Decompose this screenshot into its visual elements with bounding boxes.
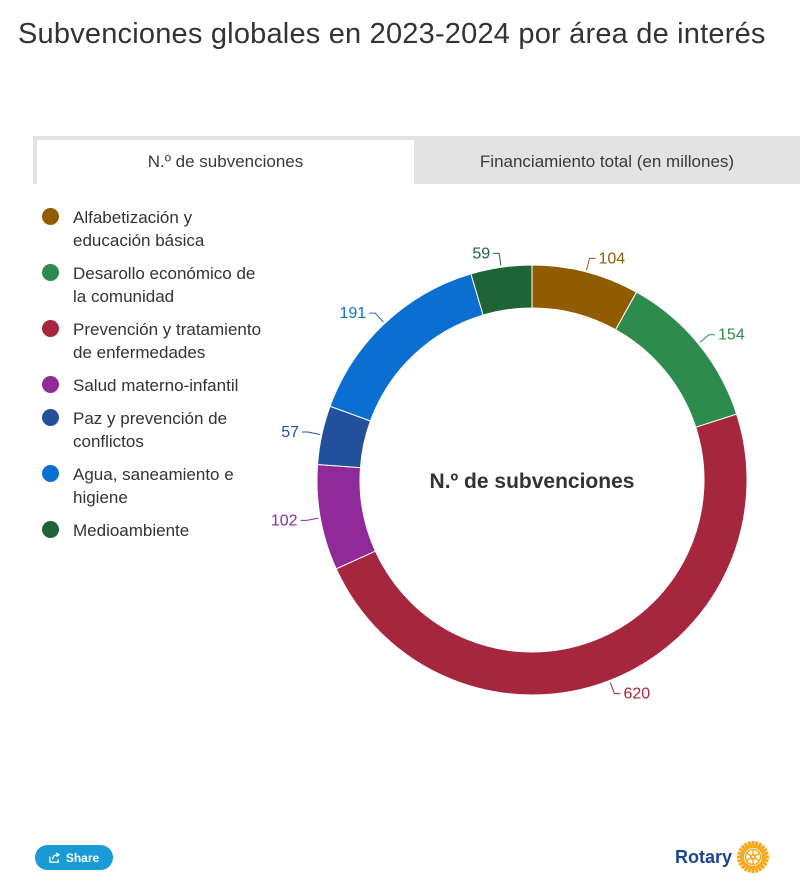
legend-label: Alfabetización y educación básica [73,208,205,250]
data-label: 191 [339,305,366,322]
tab-total-funding[interactable]: Financiamiento total (en millones) [479,152,735,171]
tab-grant-count[interactable]: N.º de subvenciones [37,140,414,184]
data-label: 57 [281,424,299,441]
legend-swatch [42,320,59,337]
brand-label: Rotary [674,846,732,867]
legend-swatch [42,208,59,225]
donut-slice[interactable] [470,264,533,316]
legend-item-salud[interactable]: Salud materno-infantil [42,374,272,397]
data-label-connector [369,312,384,323]
data-label: 102 [271,512,298,529]
data-label-connector [302,431,320,436]
legend-swatch [42,465,59,482]
donut-slice[interactable] [329,273,484,422]
legend-swatch [42,264,59,281]
donut-slice[interactable] [335,413,748,696]
page-title: Subvenciones globales en 2023-2024 por á… [18,18,766,50]
data-label-connector [493,252,502,266]
donut-slices [316,264,748,696]
data-label: 59 [472,245,490,262]
legend-label: Prevención y tratamiento de enfermedades [73,320,262,362]
chart-legend: Alfabetización y educación básica Desaro… [42,206,272,552]
donut-slice[interactable] [614,291,738,428]
donut-data-labels: 104 154 620 102 57 191 59 [271,245,745,702]
data-label: 104 [599,250,626,267]
tab-bar: N.º de subvenciones Financiamiento total… [33,136,800,184]
share-label: Share [65,850,100,865]
legend-item-medioambiente[interactable]: Medioambiente [42,519,272,542]
legend-swatch [42,376,59,393]
legend-label: Paz y prevención de conflictos [73,409,228,451]
legend-label: Salud materno-infantil [73,376,239,395]
data-label: 620 [624,686,651,703]
data-label: 154 [718,327,745,344]
data-label-connector [300,517,319,521]
share-icon [49,852,60,863]
legend-item-desarrollo[interactable]: Desarollo económico de la comunidad [42,262,272,308]
legend-item-prevencion[interactable]: Prevención y tratamiento de enfermedades [42,318,272,364]
legend-swatch [42,521,59,538]
legend-item-agua[interactable]: Agua, saneamiento e higiene [42,463,272,509]
donut-slice[interactable] [316,463,377,570]
legend-item-paz[interactable]: Paz y prevención de conflictos [42,407,272,453]
rotary-wheel-icon [737,841,769,873]
legend-label: Agua, saneamiento e higiene [73,465,234,507]
rotary-brand: Rotary [675,840,770,874]
donut-center-label: N.º de subvenciones [430,470,635,493]
data-label-connector [609,682,621,695]
legend-label: Medioambiente [73,521,190,540]
legend-swatch [42,409,59,426]
share-button[interactable]: Share [35,845,113,870]
legend-item-alfabetizacion[interactable]: Alfabetización y educación básica [42,206,272,252]
legend-label: Desarollo económico de la comunidad [73,264,256,306]
data-label-connector [699,334,716,343]
donut-chart: 104 154 620 102 57 191 59 N.º de subvenciones [271,245,748,703]
data-label-connector [586,257,596,271]
